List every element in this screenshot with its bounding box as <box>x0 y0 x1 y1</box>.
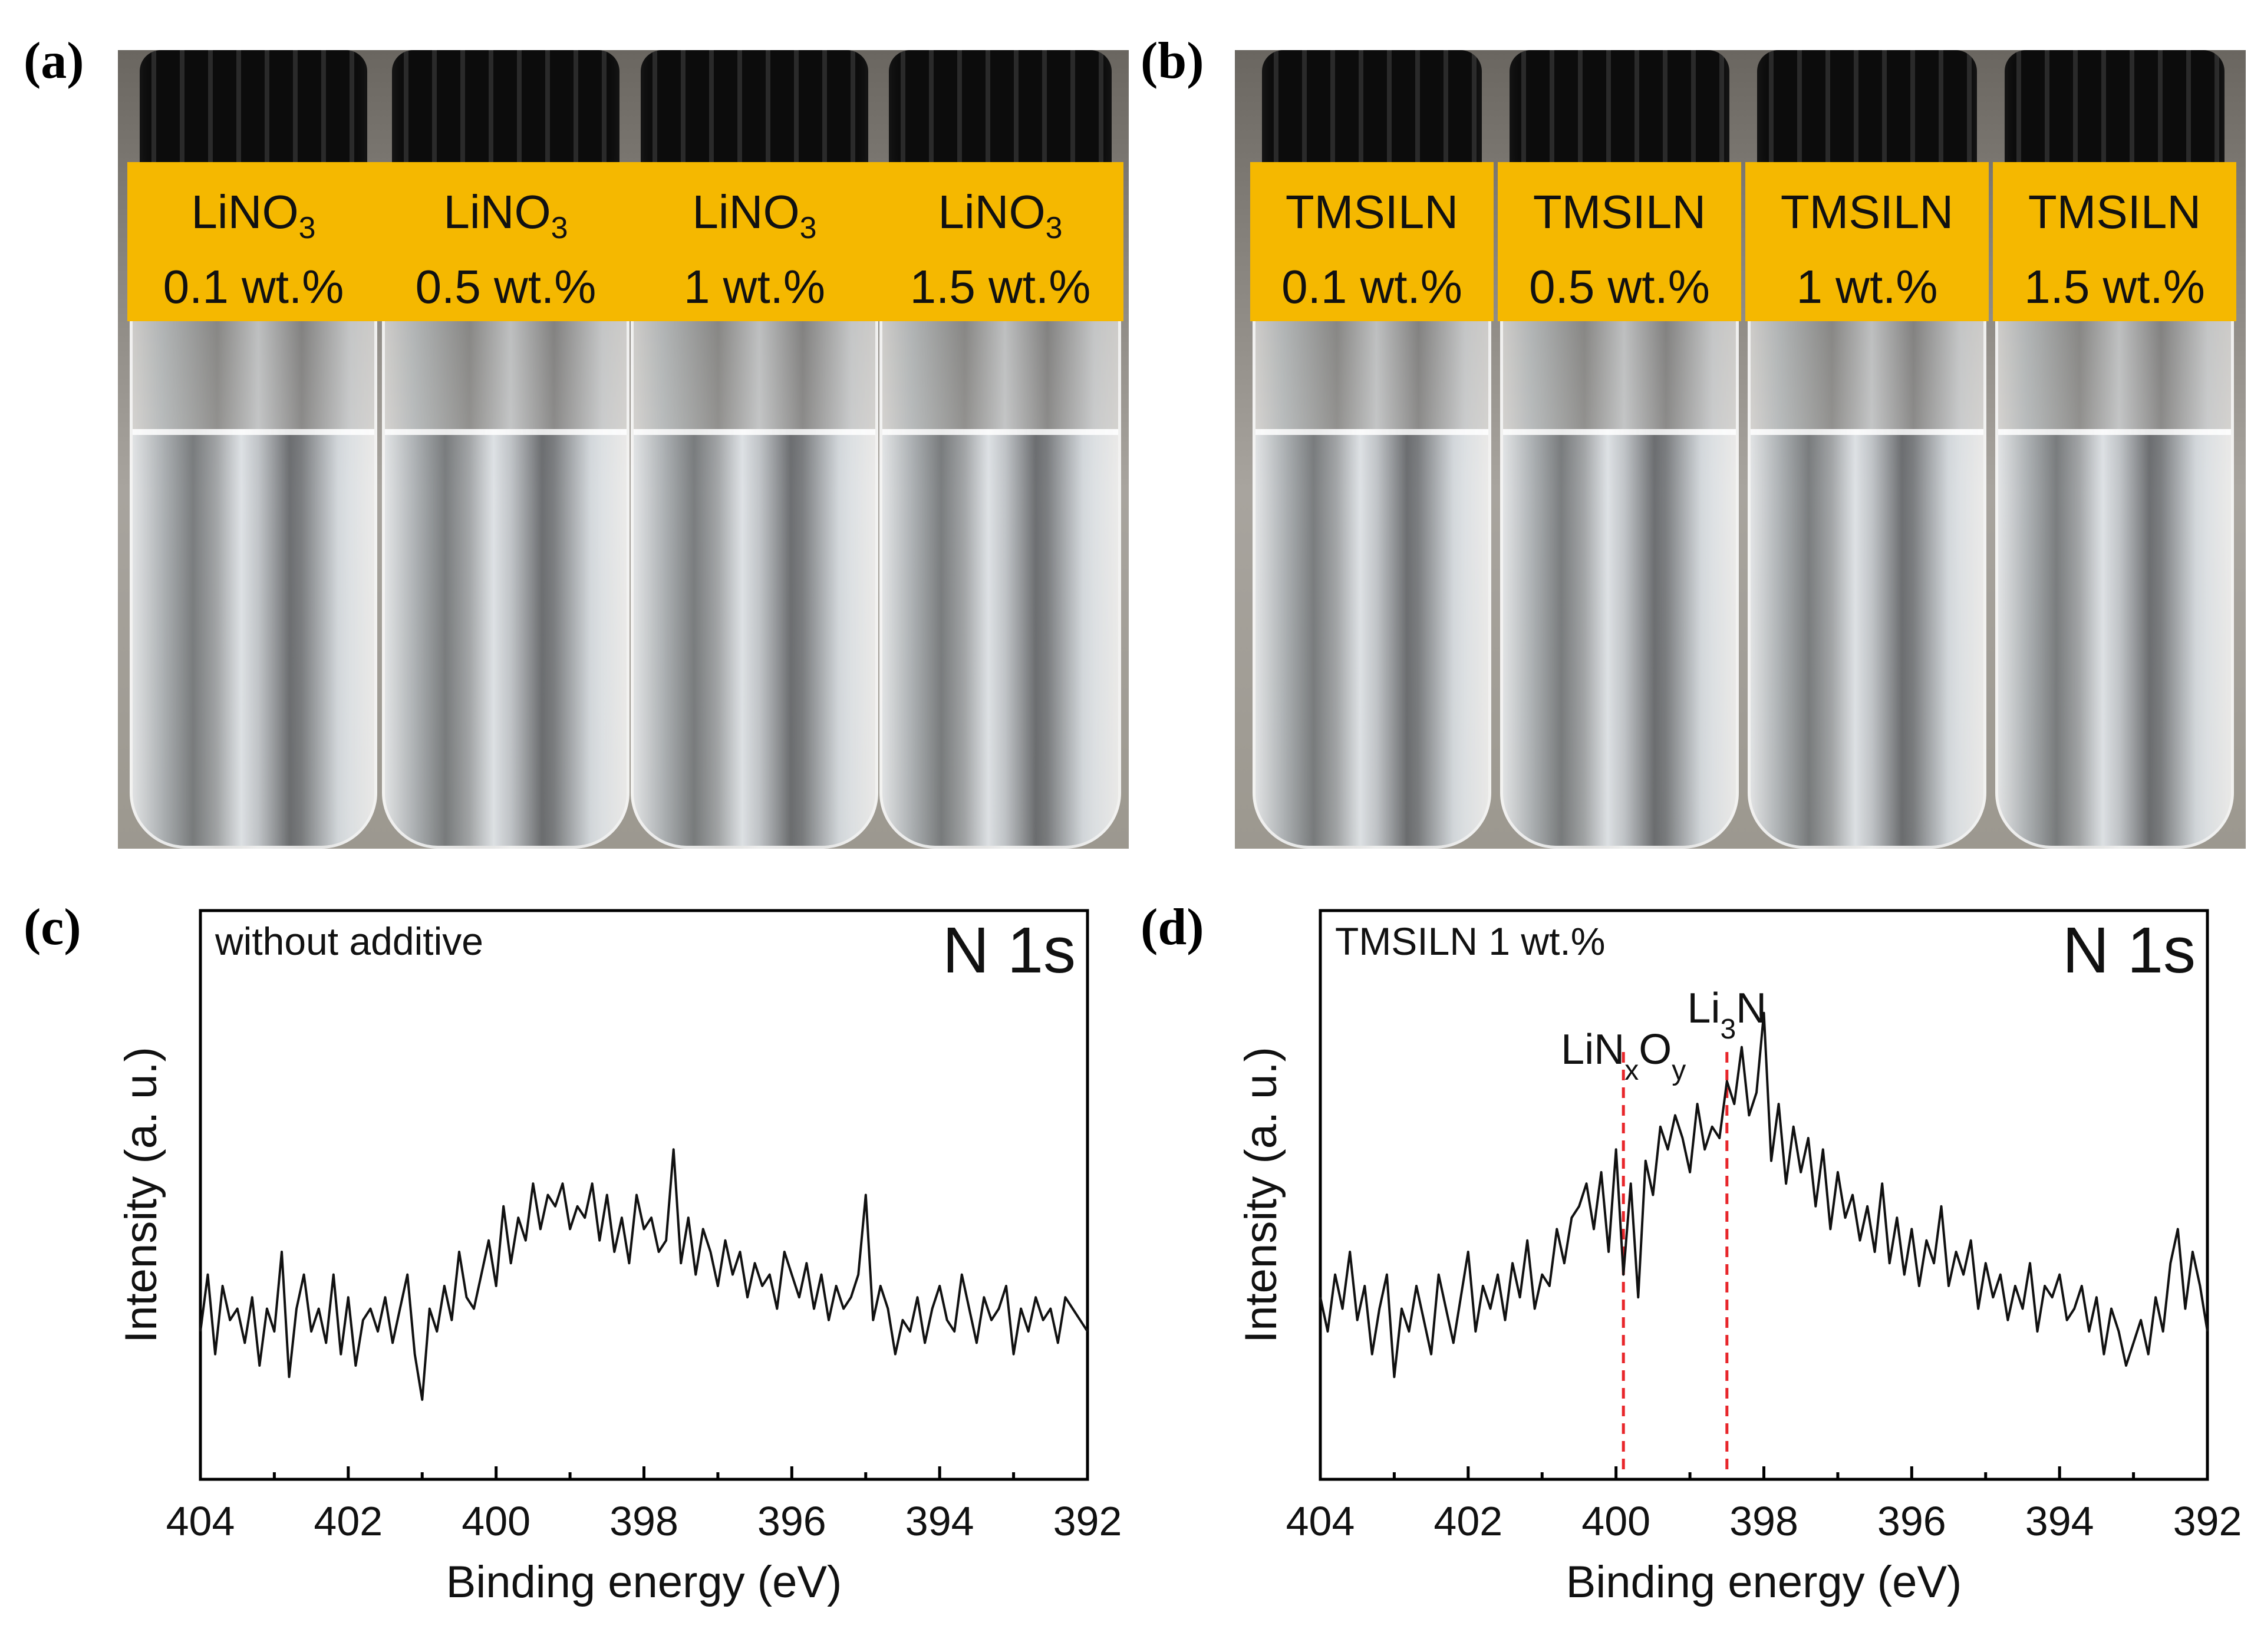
vial-liquid <box>1255 428 1488 846</box>
x-tick-label: 402 <box>314 1498 383 1544</box>
x-tick-label: 396 <box>757 1498 826 1544</box>
vial-label-conc: 1 wt.% <box>1796 261 1938 313</box>
x-tick-label: 402 <box>1433 1498 1502 1544</box>
vial: LiNO3 1.5 wt.% <box>877 50 1123 849</box>
core-level-label: N 1s <box>942 914 1076 987</box>
vial-label: TMSILN 1 wt.% <box>1745 162 1989 321</box>
vial: TMSILN 1.5 wt.% <box>1993 50 2236 849</box>
panel-letter-b: (b) <box>1141 32 1204 90</box>
vial: LiNO3 0.5 wt.% <box>380 50 632 849</box>
reference-line-label-part: LiN <box>1561 1026 1624 1073</box>
vial-label: LiNO3 0.1 wt.% <box>127 162 380 321</box>
vial-label-conc: 0.5 wt.% <box>415 261 597 313</box>
x-tick-label: 398 <box>609 1498 678 1544</box>
vial-label-name: LiNO <box>443 186 551 238</box>
panel-letter-d: (d) <box>1141 899 1204 956</box>
chart-annotation: without additive <box>215 919 483 963</box>
x-tick-label: 394 <box>2025 1498 2094 1544</box>
chart-panel-c: 404 402 400 398 396 394 392 Binding energy (eV)… <box>116 909 1122 1607</box>
vial-label: TMSILN 0.5 wt.% <box>1498 162 1741 321</box>
vial-liquid <box>882 428 1118 846</box>
vial: TMSILN 0.5 wt.% <box>1498 50 1741 849</box>
vial-label-sub: 3 <box>551 211 568 245</box>
reference-line-label-part: O <box>1639 1026 1672 1073</box>
vial-label-sub: 3 <box>298 211 316 245</box>
x-tick-label: 400 <box>462 1498 530 1544</box>
reference-line-label-part: 3 <box>1720 1014 1736 1045</box>
x-tick-label: 400 <box>1581 1498 1650 1544</box>
vial: LiNO3 1 wt.% <box>628 50 881 849</box>
vial-liquid <box>634 428 875 846</box>
reference-line-label-part: Li <box>1687 985 1720 1032</box>
vial-label: LiNO3 0.5 wt.% <box>380 162 632 321</box>
vial-label-name: LiNO <box>692 186 800 238</box>
reference-line-label: Li3N <box>1687 985 1767 1045</box>
x-tick-label: 396 <box>1877 1498 1946 1544</box>
vial-label: TMSILN 1.5 wt.% <box>1993 162 2236 321</box>
vial-label-sub: 3 <box>1045 211 1063 245</box>
spectrum-line <box>199 1148 1089 1401</box>
vial-label-conc: 0.1 wt.% <box>1281 261 1462 313</box>
vial-label-name: TMSILN <box>2028 186 2202 238</box>
x-tick-label: 404 <box>166 1498 235 1544</box>
vial-label: LiNO3 1 wt.% <box>628 162 881 321</box>
x-axis-label: Binding energy (eV) <box>1566 1557 1962 1607</box>
vial-label-name: LiNO <box>938 186 1046 238</box>
chart-panel-d: 404 402 400 398 396 394 392 Binding energy (eV)… <box>1236 909 2242 1607</box>
vial-label-sub: 3 <box>799 211 817 245</box>
vial-label-conc: 0.1 wt.% <box>163 261 344 313</box>
y-axis-label: Intensity (a. u.) <box>1236 1047 1286 1343</box>
photo-panel-a: LiNO3 0.1 wt.% LiNO3 0.5 wt.% LiNO3 1 wt.% … <box>118 50 1129 849</box>
x-tick-label: 398 <box>1729 1498 1798 1544</box>
reference-line-label-part: x <box>1624 1055 1639 1086</box>
vial-liquid <box>133 428 374 846</box>
vial-label: LiNO3 1.5 wt.% <box>877 162 1123 321</box>
vial-label-conc: 1.5 wt.% <box>909 261 1091 313</box>
x-tick-label: 392 <box>2173 1498 2242 1544</box>
y-axis-label: Intensity (a. u.) <box>116 1047 166 1343</box>
vial: TMSILN 0.1 wt.% <box>1250 50 1494 849</box>
plot-frame <box>199 909 1089 1481</box>
vial-label: TMSILN 0.1 wt.% <box>1250 162 1494 321</box>
vial-label-name: TMSILN <box>1533 186 1706 238</box>
photo-panel-b: TMSILN 0.1 wt.% TMSILN 0.5 wt.% TMSILN 1 wt… <box>1235 50 2246 849</box>
spectrum-line <box>1319 1011 2209 1379</box>
vial-label-name: TMSILN <box>1780 186 1954 238</box>
panel-letter-a: (a) <box>24 32 84 90</box>
reference-line-label: LiNxOy <box>1561 1026 1686 1086</box>
panel-letter-c: (c) <box>24 899 81 956</box>
reference-line-label-part: N <box>1736 985 1767 1032</box>
vial-label-conc: 0.5 wt.% <box>1529 261 1710 313</box>
vial-label-conc: 1 wt.% <box>683 261 826 313</box>
x-tick-label: 404 <box>1286 1498 1355 1544</box>
vial-label-name: TMSILN <box>1285 186 1459 238</box>
x-tick-label: 392 <box>1053 1498 1122 1544</box>
vial-liquid <box>1998 428 2231 846</box>
x-tick-label: 394 <box>905 1498 974 1544</box>
vial: LiNO3 0.1 wt.% <box>127 50 380 849</box>
reference-line-label-part: y <box>1672 1055 1686 1086</box>
core-level-label: N 1s <box>2062 914 2196 987</box>
vial-label-conc: 1.5 wt.% <box>2024 261 2205 313</box>
vial-liquid <box>1751 428 1983 846</box>
vial-liquid <box>1503 428 1736 846</box>
chart-annotation: TMSILN 1 wt.% <box>1335 919 1605 963</box>
x-axis-label: Binding energy (eV) <box>446 1557 842 1607</box>
vial-liquid <box>385 428 627 846</box>
vial: TMSILN 1 wt.% <box>1745 50 1989 849</box>
vial-label-name: LiNO <box>191 186 299 238</box>
